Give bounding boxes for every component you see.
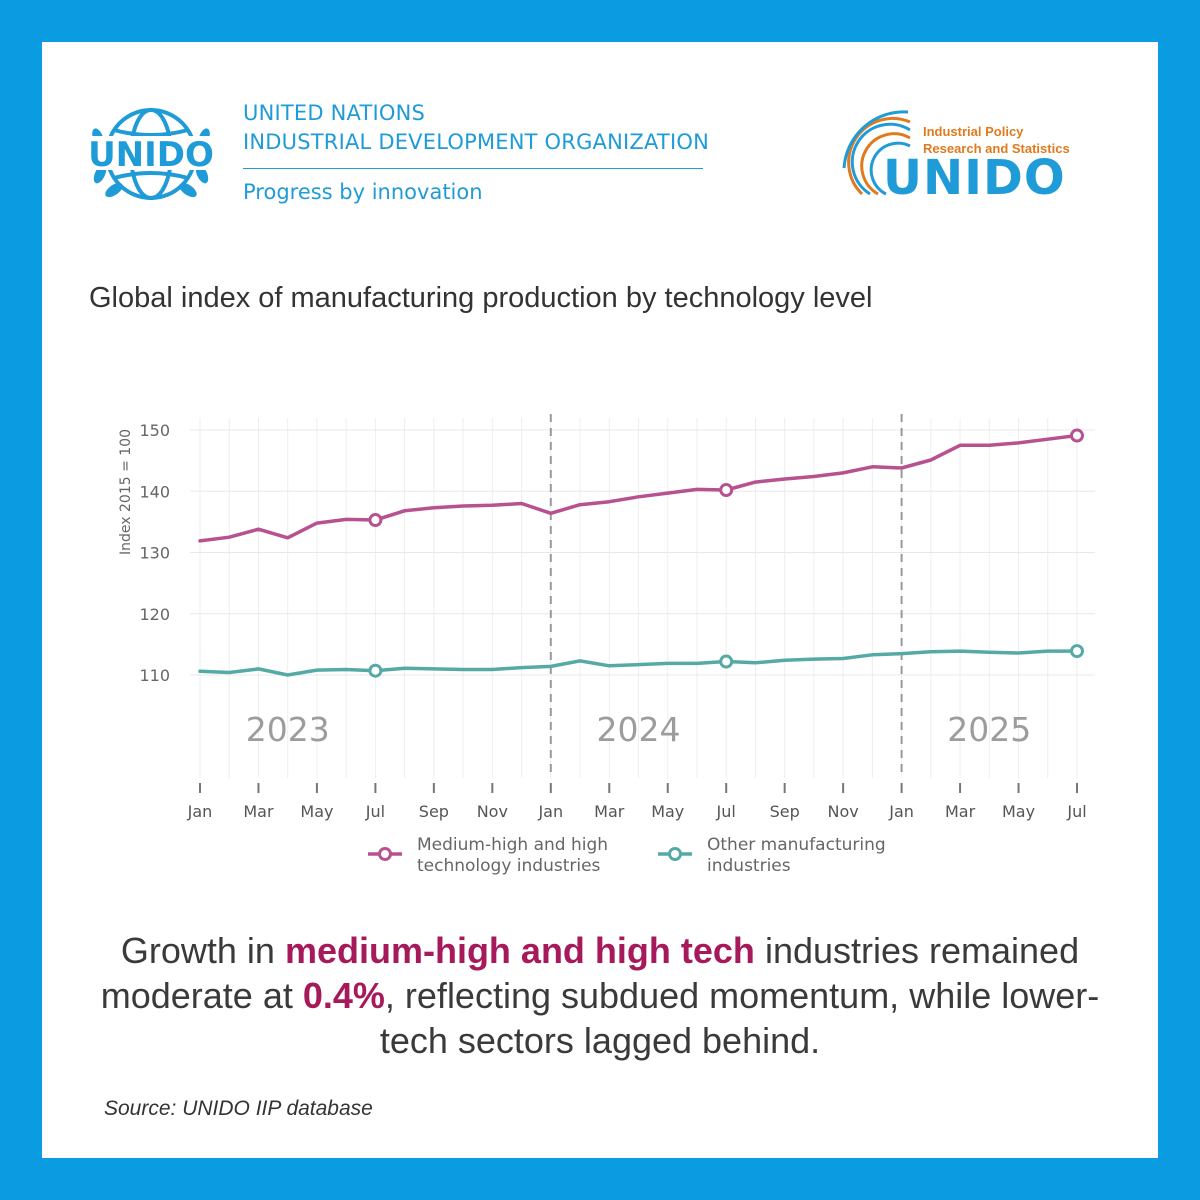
chart-title: Global index of manufacturing production…	[89, 282, 873, 314]
legend-swatch-marker	[668, 847, 682, 861]
legend-label: Medium-high and high	[417, 835, 608, 855]
headline-part-3: , reflecting subdued momentum, while low…	[379, 975, 1100, 1061]
x-tick-label: May	[1002, 802, 1035, 821]
y-tick-label: 120	[139, 605, 170, 624]
ips-title-line2: Research and Statistics	[923, 141, 1070, 156]
emblem-wordmark: UNIDO	[88, 135, 214, 175]
source-note: Source: UNIDO IIP database	[104, 1097, 373, 1120]
y-tick-label: 110	[139, 666, 170, 685]
axes: 110 120 130 140 150 Index 2015 = 100 Jan Mar May…	[118, 421, 1087, 821]
headline-highlight-growth: 0.4%	[302, 975, 385, 1016]
data-point-marker-other-manufacturing	[1070, 644, 1084, 659]
y-tick-label: 130	[139, 544, 170, 563]
data-point-marker-other-manufacturing	[368, 663, 383, 678]
year-label: 2024	[597, 710, 681, 749]
year-label: 2023	[246, 710, 330, 749]
x-tick-label: Mar	[594, 802, 625, 821]
x-tick-label: Jul	[365, 802, 385, 821]
headline-part-2: industries remained moderate at	[100, 930, 1080, 1016]
legend-label: technology industries	[417, 856, 601, 876]
ips-wordmark: UNIDO	[883, 150, 1066, 206]
x-tick-label: Sep	[770, 802, 800, 821]
org-tagline: Progress by innovation	[243, 180, 483, 204]
data-point-marker-high-tech	[719, 483, 734, 498]
ips-arcs-icon	[842, 110, 911, 196]
unido-emblem-logo: UNIDO	[88, 108, 214, 200]
y-tick-label: 150	[139, 421, 170, 440]
y-tick-label: 140	[139, 482, 170, 501]
headline-part-1: Growth in	[120, 930, 285, 971]
org-name-line2: INDUSTRIAL DEVELOPMENT ORGANIZATION	[243, 130, 709, 154]
line-chart: 2023 2024 2025 110 120 130 140 150 Index 2015 =…	[118, 414, 1095, 876]
legend-label: Other manufacturing	[707, 835, 886, 855]
x-tick-label: May	[300, 802, 333, 821]
header-divider	[243, 168, 703, 169]
x-tick-label: Nov	[477, 802, 508, 821]
x-tick-label: Jan	[888, 802, 914, 821]
x-tick-label: Mar	[945, 802, 976, 821]
series-lines	[198, 428, 1084, 678]
x-tick-label: Jul	[1066, 802, 1086, 821]
x-tick-label: Jan	[537, 802, 563, 821]
x-tick-label: Jan	[187, 802, 213, 821]
headline-highlight-tech: medium-high and high tech	[284, 930, 755, 971]
x-tick-label: Nov	[828, 802, 859, 821]
y-axis-label: Index 2015 = 100	[118, 429, 134, 555]
year-label: 2025	[947, 710, 1031, 749]
ips-title-line1: Industrial Policy	[923, 124, 1024, 139]
data-point-marker-other-manufacturing	[719, 654, 734, 669]
headline-text: Growth in medium-high and high tech indu…	[100, 928, 1100, 1063]
data-point-marker-high-tech	[368, 513, 383, 528]
infographic-panel	[42, 42, 1158, 1158]
year-labels: 2023 2024 2025	[246, 710, 1032, 749]
legend-label: industries	[707, 856, 791, 876]
series-line-other-manufacturing	[198, 649, 1079, 677]
org-name-line1: UNITED NATIONS	[243, 101, 426, 125]
legend-swatch-marker	[378, 847, 392, 861]
x-tick-label: Jul	[716, 802, 736, 821]
x-tick-label: Mar	[243, 802, 274, 821]
x-tick-label: May	[651, 802, 684, 821]
x-tick-label: Sep	[419, 802, 449, 821]
data-point-marker-high-tech	[1070, 428, 1084, 443]
series-line-high-tech	[198, 433, 1079, 543]
